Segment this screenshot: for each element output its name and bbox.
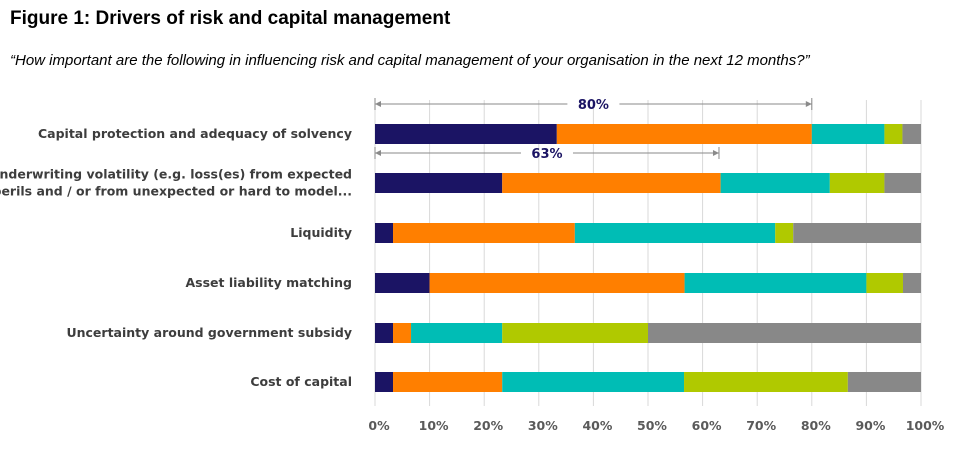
arrow-head: [375, 150, 381, 156]
arrow-head: [375, 101, 381, 107]
category-label: Uncertainty around government subsidy: [66, 325, 352, 340]
bar-segment: [830, 173, 885, 193]
bar-segment: [375, 323, 393, 343]
x-tick-label: 70%: [746, 418, 776, 433]
bar-segment: [685, 273, 867, 293]
bar-segment: [393, 372, 502, 392]
annotation-label: 80%: [578, 98, 609, 113]
bar-segment: [557, 124, 812, 144]
bar-segment: [375, 124, 557, 144]
annotation-bracket: 80%: [375, 98, 812, 113]
bar-segment: [393, 323, 411, 343]
category-label: perils and / or from unexpected or hard …: [0, 184, 352, 199]
bar-segment: [775, 223, 793, 243]
bar-segment: [575, 223, 775, 243]
bar-segment: [502, 173, 720, 193]
category-label: Liquidity: [290, 225, 352, 240]
bar-segment: [393, 223, 575, 243]
x-tick-label: 100%: [906, 418, 945, 433]
bar-segment: [411, 323, 502, 343]
bar-segment: [430, 273, 685, 293]
x-tick-label: 90%: [855, 418, 885, 433]
arrow-head: [713, 150, 719, 156]
category-label: Capital protection and adequacy of solve…: [38, 126, 352, 141]
x-tick-label: 30%: [528, 418, 558, 433]
category-label: Underwriting volatility (e.g. loss(es) f…: [0, 167, 352, 182]
bar-segment: [375, 372, 393, 392]
bar-segment: [721, 173, 830, 193]
gridlines: [375, 100, 921, 406]
x-tick-label: 80%: [801, 418, 831, 433]
arrow-head: [806, 101, 812, 107]
bar-segment: [902, 124, 921, 144]
x-tick-label: 50%: [637, 418, 667, 433]
bar-segment: [502, 323, 648, 343]
category-labels: Capital protection and adequacy of solve…: [0, 126, 352, 389]
x-axis-ticks: 0% 10% 20% 30% 40% 50% 60% 70% 80% 90% 100%: [368, 418, 944, 433]
bar-segment: [375, 223, 393, 243]
category-label: Asset liability matching: [185, 275, 352, 290]
x-tick-label: 40%: [582, 418, 612, 433]
category-label: Cost of capital: [250, 374, 352, 389]
x-tick-label: 0%: [368, 418, 390, 433]
annotation-label: 63%: [531, 147, 562, 162]
bar-segment: [648, 323, 921, 343]
annotation-bracket: 63%: [375, 147, 719, 162]
bar-segment: [903, 273, 921, 293]
bar-segment: [375, 173, 502, 193]
bar-segment: [866, 273, 903, 293]
x-tick-label: 60%: [692, 418, 722, 433]
x-tick-label: 10%: [419, 418, 449, 433]
bar-segment: [375, 273, 430, 293]
bar-segment: [884, 173, 921, 193]
bar-segment: [793, 223, 921, 243]
x-tick-label: 20%: [473, 418, 503, 433]
bar-segment: [502, 372, 684, 392]
bar-segment: [848, 372, 921, 392]
bar-segment: [812, 124, 885, 144]
bar-segment: [684, 372, 848, 392]
bar-segment: [884, 124, 902, 144]
